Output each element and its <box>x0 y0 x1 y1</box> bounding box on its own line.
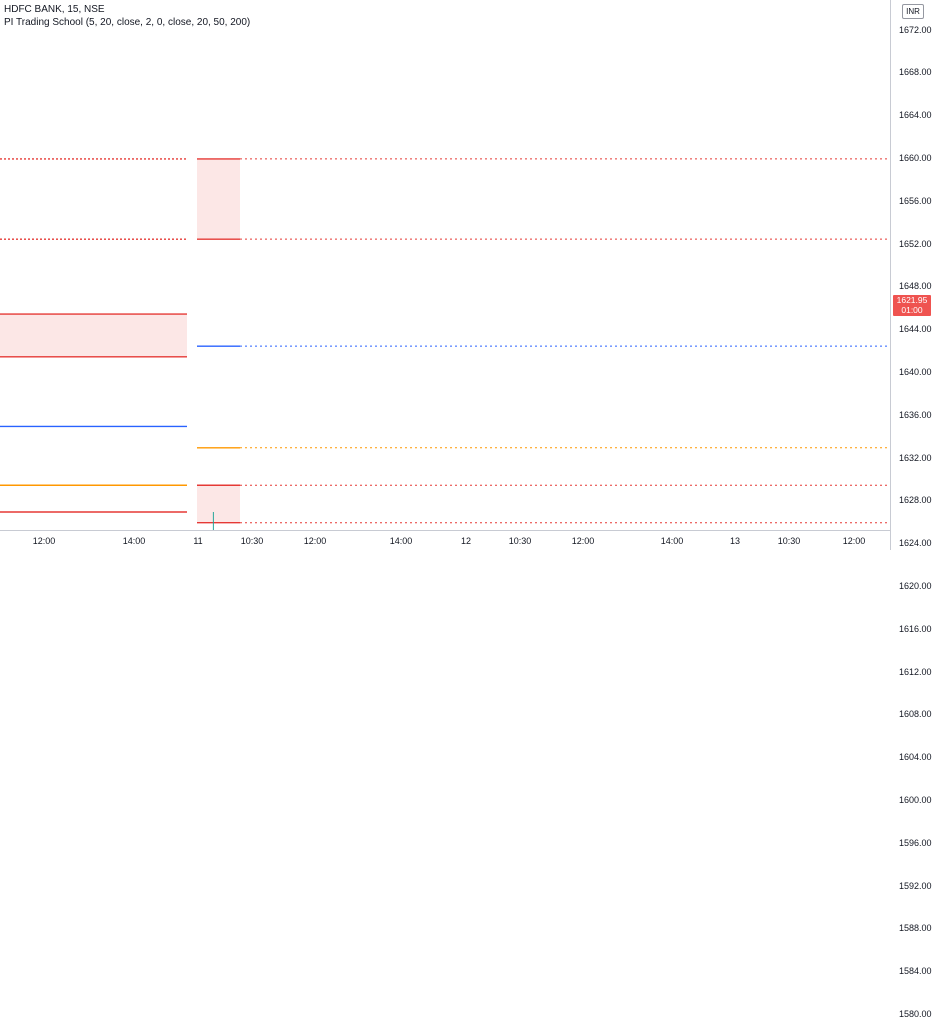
current-price-label: 1621.95 01:00 <box>893 295 931 316</box>
time-tick: 12:00 <box>32 536 56 546</box>
chart-canvas[interactable]: HDFC BANK, 15, NSE PI Trading School (5,… <box>0 0 890 530</box>
current-price-value: 1621.95 <box>896 295 928 305</box>
time-tick: 12 <box>460 536 472 546</box>
price-tick: 1668.00 <box>899 67 932 78</box>
time-tick: 14:00 <box>389 536 413 546</box>
price-tick: 1604.00 <box>899 752 932 763</box>
price-tick: 1624.00 <box>899 538 932 549</box>
indicator-legend[interactable]: PI Trading School (5, 20, close, 2, 0, c… <box>4 17 251 28</box>
price-tick: 1656.00 <box>899 195 932 206</box>
price-tick: 1596.00 <box>899 837 932 848</box>
price-tick: 1628.00 <box>899 495 932 506</box>
price-tick: 1660.00 <box>899 152 932 163</box>
time-axis[interactable]: 12:00 14:00 11 10:30 12:00 14:00 12 10:30 12:00 1… <box>0 530 890 551</box>
price-tick: 1640.00 <box>899 366 932 377</box>
time-tick: 12:00 <box>571 536 595 546</box>
price-tick: 1608.00 <box>899 709 932 720</box>
price-tick: 1636.00 <box>899 409 932 420</box>
bar-countdown: 01:00 <box>901 305 923 315</box>
price-tick: 1580.00 <box>899 1008 932 1019</box>
symbol-legend[interactable]: HDFC BANK, 15, NSE <box>4 4 105 15</box>
price-tick: 1620.00 <box>899 580 932 591</box>
price-tick: 1644.00 <box>899 324 932 335</box>
price-tick: 1584.00 <box>899 966 932 977</box>
time-tick: 14:00 <box>122 536 146 546</box>
price-tick: 1600.00 <box>899 794 932 805</box>
time-tick: 10:30 <box>240 536 264 546</box>
price-tick: 1632.00 <box>899 452 932 463</box>
price-tick: 1648.00 <box>899 281 932 292</box>
price-tick: 1592.00 <box>899 880 932 891</box>
zone-right-1 <box>197 158 240 240</box>
price-tick: 1616.00 <box>899 623 932 634</box>
candle <box>212 512 214 530</box>
time-tick: 12:00 <box>842 536 866 546</box>
price-chart[interactable] <box>0 0 890 530</box>
price-tick: 1588.00 <box>899 923 932 934</box>
time-tick: 12:00 <box>303 536 327 546</box>
currency-badge[interactable]: INR <box>902 4 924 19</box>
zone-right-2 <box>197 485 240 523</box>
time-tick: 10:30 <box>777 536 801 546</box>
price-tick: 1672.00 <box>899 24 932 35</box>
price-tick: 1652.00 <box>899 238 932 249</box>
price-tick: 1612.00 <box>899 666 932 677</box>
time-tick: 11 <box>193 536 203 546</box>
time-tick: 13 <box>729 536 741 546</box>
price-tick: 1664.00 <box>899 110 932 121</box>
price-axis[interactable]: 1672.00 1668.00 1664.00 1660.00 1656.00 1652.… <box>890 0 932 1019</box>
time-tick: 14:00 <box>660 536 684 546</box>
time-tick: 10:30 <box>508 536 532 546</box>
zone-left-0 <box>0 314 187 357</box>
